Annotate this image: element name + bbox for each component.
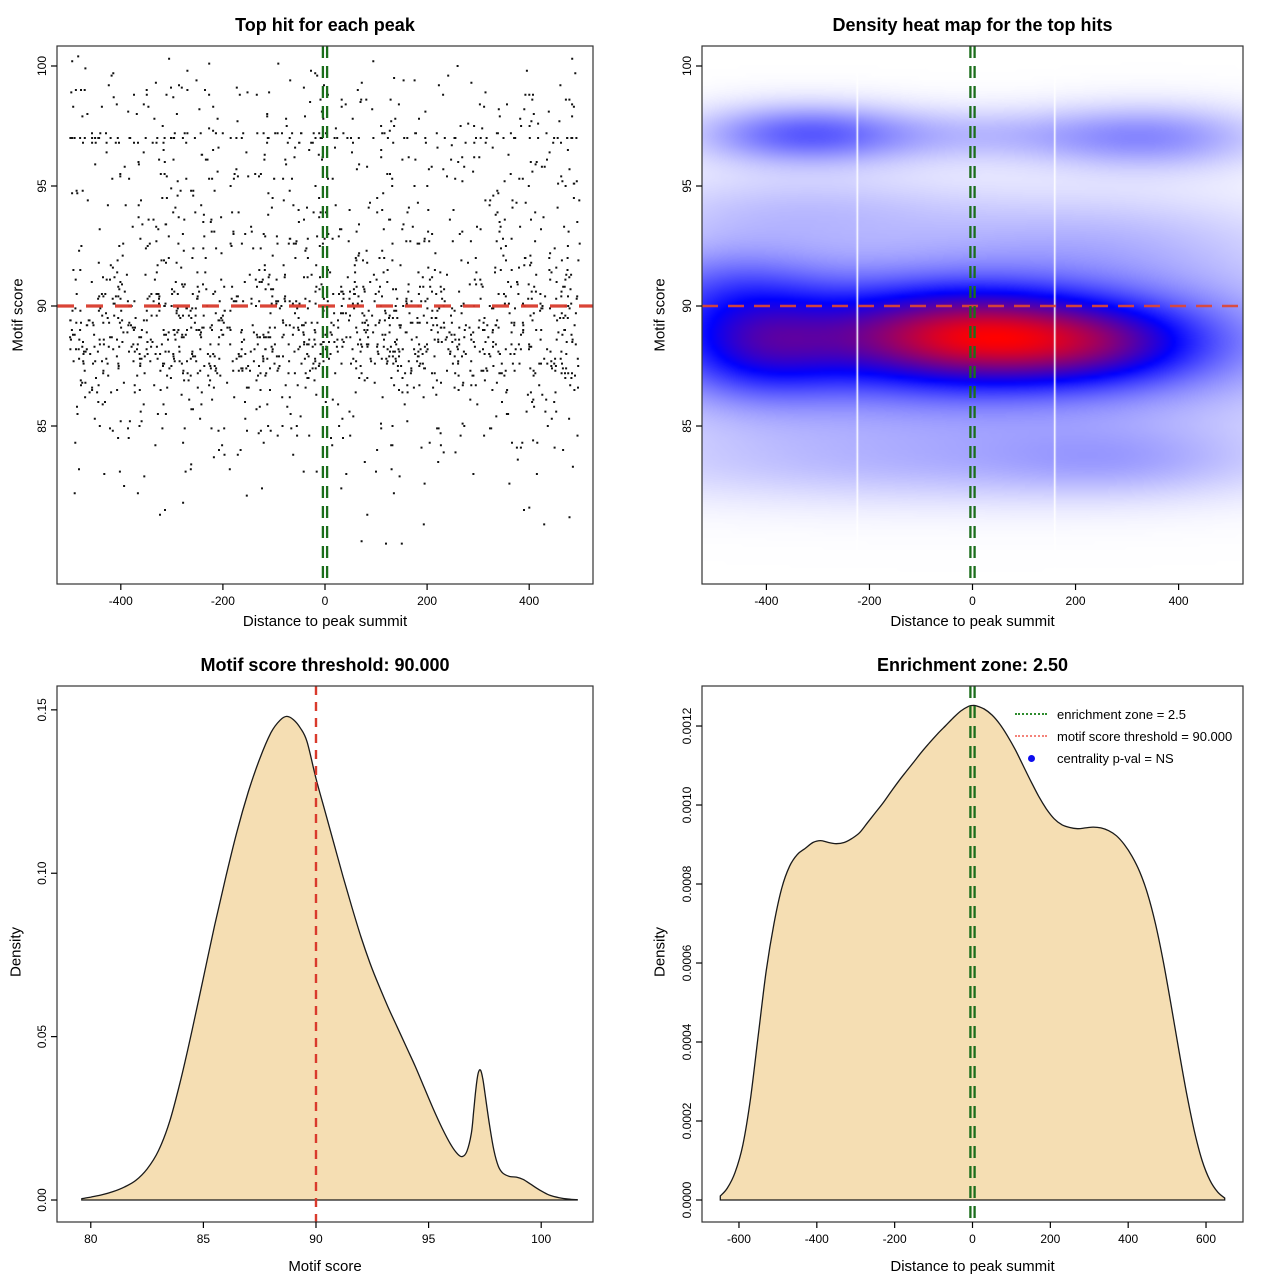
- plot-legend: enrichment zone = 2.5 motif score thresh…: [1015, 703, 1232, 769]
- svg-text:0.15: 0.15: [35, 698, 49, 722]
- point-swatch-blue: [1027, 754, 1035, 762]
- svg-text:0.10: 0.10: [35, 861, 49, 885]
- svg-text:-200: -200: [211, 594, 235, 608]
- svg-text:90: 90: [309, 1232, 323, 1246]
- svg-text:0: 0: [969, 594, 976, 608]
- heatmap-xaxis-label: Distance to peak summit: [890, 613, 1055, 630]
- legend-label: enrichment zone = 2.5: [1057, 706, 1186, 722]
- summit_distance_density-curve: [719, 704, 1226, 1201]
- svg-text:-400: -400: [109, 594, 133, 608]
- svg-text:85: 85: [35, 419, 49, 433]
- distance-density-title: Enrichment zone: 2.50: [876, 655, 1069, 675]
- svg-text:-200: -200: [857, 594, 881, 608]
- svg-text:90: 90: [35, 299, 49, 313]
- top_hits_scatter-axes: -400 -200 0 200 400 85 90 95 100: [35, 45, 594, 608]
- svg-text:100: 100: [531, 1232, 551, 1246]
- legend-label: motif score threshold = 90.000: [1057, 728, 1233, 744]
- svg-text:100: 100: [35, 56, 49, 76]
- summit_distance_density-vline: [969, 686, 976, 1222]
- density-heatmap-image: [702, 46, 1243, 584]
- scatter-points: [69, 55, 581, 545]
- scatter-xaxis-label: Distance to peak summit: [242, 613, 408, 630]
- svg-text:95: 95: [35, 179, 49, 193]
- svg-text:0.05: 0.05: [35, 1025, 49, 1049]
- score-density-title: Motif score threshold: 90.000: [200, 655, 450, 675]
- svg-text:200: 200: [1040, 1232, 1060, 1246]
- scatter-title: Top hit for each peak: [235, 15, 415, 35]
- svg-text:-400: -400: [805, 1232, 829, 1246]
- svg-text:0.0008: 0.0008: [680, 865, 694, 902]
- svg-text:0.0010: 0.0010: [680, 786, 694, 823]
- score-density-xaxis-label: Motif score: [288, 1258, 362, 1275]
- motif_score_density-axes: 80 85 90 95 100 0.00 0.05 0.10 0.15: [35, 685, 594, 1246]
- svg-text:0.0012: 0.0012: [680, 707, 694, 744]
- legend-item-centrality-pval: centrality p-val = NS: [1015, 747, 1232, 769]
- legend-label: centrality p-val = NS: [1057, 750, 1174, 766]
- svg-text:100: 100: [680, 56, 694, 76]
- density_heatmap-axes: -400 -200 0 200 400 85 90 95 100: [680, 45, 1244, 608]
- svg-text:0.0006: 0.0006: [680, 944, 694, 981]
- svg-text:600: 600: [1196, 1232, 1216, 1246]
- dotted-line-swatch-salmon: [1015, 735, 1047, 737]
- heatmap-title: Density heat map for the top hits: [832, 15, 1113, 35]
- enrichment-zone-line: [321, 46, 329, 584]
- svg-text:0.0002: 0.0002: [680, 1102, 694, 1139]
- distance-density-xaxis-label: Distance to peak summit: [890, 1258, 1055, 1275]
- svg-text:0: 0: [322, 594, 329, 608]
- svg-text:-200: -200: [883, 1232, 907, 1246]
- svg-text:400: 400: [1169, 594, 1189, 608]
- legend-item-enrichment-zone: enrichment zone = 2.5: [1015, 703, 1232, 725]
- svg-text:200: 200: [417, 594, 437, 608]
- svg-text:80: 80: [84, 1232, 98, 1246]
- svg-text:95: 95: [422, 1232, 436, 1246]
- svg-text:90: 90: [680, 299, 694, 313]
- svg-text:0.0004: 0.0004: [680, 1023, 694, 1060]
- svg-text:0.00: 0.00: [35, 1188, 49, 1212]
- summit_distance_density-axes: -600 -400 -200 0 200 400 600 0.0000 0.0002 0.0004…: [680, 685, 1244, 1246]
- svg-text:400: 400: [1118, 1232, 1138, 1246]
- svg-text:-600: -600: [727, 1232, 751, 1246]
- motif_score_density-curve: [81, 715, 578, 1201]
- dotted-line-swatch-green: [1015, 713, 1047, 715]
- heatmap-enrichment-zone-line: [969, 46, 976, 584]
- svg-text:-400: -400: [754, 594, 778, 608]
- svg-text:85: 85: [680, 419, 694, 433]
- svg-text:200: 200: [1066, 594, 1086, 608]
- svg-text:95: 95: [680, 179, 694, 193]
- svg-text:85: 85: [197, 1232, 211, 1246]
- svg-text:0: 0: [969, 1232, 976, 1246]
- svg-text:0.0000: 0.0000: [680, 1181, 694, 1218]
- svg-text:400: 400: [519, 594, 539, 608]
- legend-item-motif-threshold: motif score threshold = 90.000: [1015, 725, 1232, 747]
